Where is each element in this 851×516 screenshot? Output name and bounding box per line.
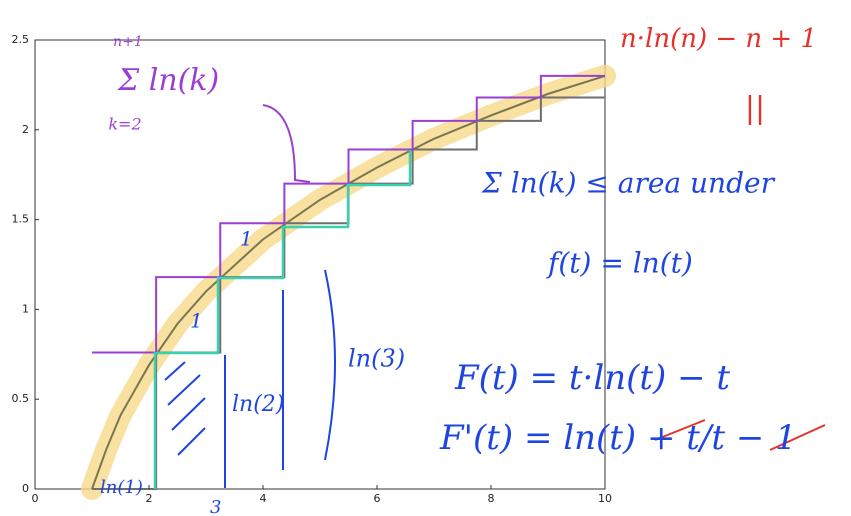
x-tick-label: 2 <box>146 492 153 505</box>
annotation: F'(t) = ln(t) + t/t − 1 <box>439 418 797 458</box>
hand-pointer <box>262 104 311 183</box>
annotation: 1 <box>240 227 253 251</box>
annotation: 3 <box>210 497 221 516</box>
y-tick-label: 1 <box>22 302 29 315</box>
annotation: Σ ln(k) ≤ area under <box>481 167 776 200</box>
y-tick-label: 0.5 <box>12 392 30 405</box>
annotation: n·ln(n) − n + 1 <box>620 24 817 54</box>
annotation: n+1 <box>113 34 143 50</box>
y-tick-label: 1.5 <box>12 213 30 226</box>
x-tick-label: 6 <box>374 492 381 505</box>
annotation: ln(3) <box>348 345 405 373</box>
y-tick-label: 2.5 <box>12 33 30 46</box>
x-tick-label: 4 <box>260 492 267 505</box>
annotation: ln(2) <box>232 392 284 417</box>
x-tick-label: 8 <box>488 492 495 505</box>
plot-frame <box>34 39 606 490</box>
annotation: Σ ln(k) <box>117 63 219 98</box>
annotation: f(t) = ln(t) <box>546 247 693 280</box>
step-line <box>92 74 605 354</box>
x-tick-label: 10 <box>598 492 612 505</box>
annotation: || <box>745 91 765 126</box>
hand-braces <box>224 269 336 488</box>
annotation: 1 <box>190 309 203 333</box>
y-tick-label: 0 <box>22 482 29 495</box>
y-tick-label: 2 <box>22 123 29 136</box>
curve-line <box>91 74 606 490</box>
annotation: F(t) = t·ln(t) − t <box>454 358 730 398</box>
hand-cancel <box>654 419 826 451</box>
hand-teal-steps <box>153 150 412 489</box>
hand-hatching <box>164 361 206 456</box>
annotation: k=2 <box>108 115 141 134</box>
x-tick-label: 0 <box>32 492 39 505</box>
annotation: ln(1) <box>100 477 143 498</box>
